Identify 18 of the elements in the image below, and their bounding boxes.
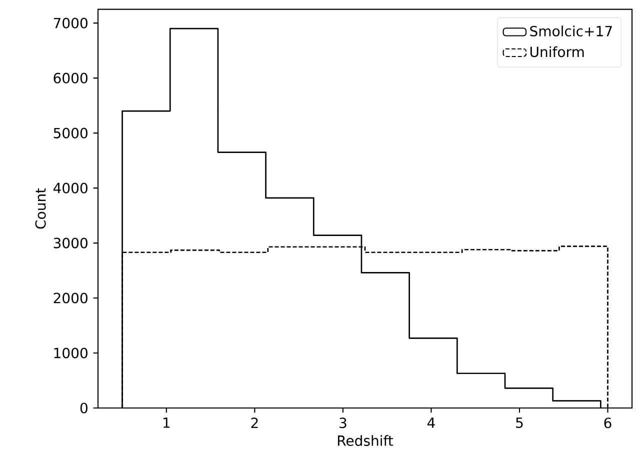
y-tick-label: 5000: [54, 128, 88, 138]
x-tick-label: 5: [516, 418, 523, 428]
legend-label: Uniform: [530, 46, 584, 58]
legend-label: Smolcic+17: [530, 26, 612, 36]
y-tick-label: 2000: [54, 292, 88, 304]
x-tick-label: 1: [163, 418, 170, 428]
y-axis-title: Count: [35, 188, 46, 229]
y-tick-label: 6000: [54, 72, 88, 84]
y-tick-label: 0: [80, 402, 88, 414]
y-tick-label: 4000: [53, 182, 88, 194]
y-tick-label: 3000: [54, 238, 88, 248]
x-tick-label: 3: [340, 418, 346, 428]
y-tick-label: 1000: [54, 348, 88, 358]
y-tick-label: 7000: [54, 18, 88, 28]
x-axis-title: Redshift: [338, 435, 394, 446]
x-tick-label: 6: [604, 418, 612, 428]
x-tick-label: 2: [251, 418, 258, 428]
x-tick-label: 4: [427, 418, 435, 428]
